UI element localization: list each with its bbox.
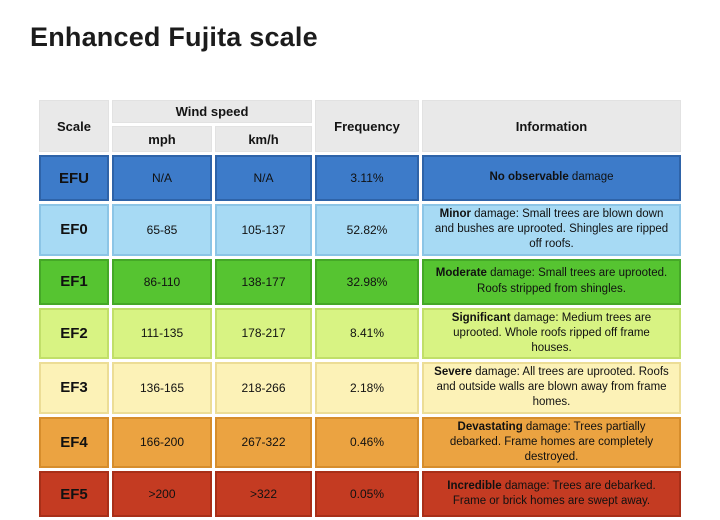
info-cell: Moderate damage: Small trees are uproote… bbox=[422, 258, 681, 305]
table-row-ef4: EF4 166-200 267-322 0.46% Devastating da… bbox=[39, 416, 681, 469]
info-lead-word: No observable bbox=[489, 171, 569, 184]
mph-cell: 86-110 bbox=[112, 258, 212, 305]
header-wind-speed: Wind speed bbox=[112, 100, 312, 123]
slide-background: Enhanced Fujita scale Scale Wind speed F… bbox=[30, 22, 681, 518]
header-frequency: Frequency bbox=[315, 100, 419, 152]
mph-cell: N/A bbox=[112, 155, 212, 201]
kmh-cell: 138-177 bbox=[215, 258, 312, 305]
table-header: Scale Wind speed Frequency Information m… bbox=[39, 100, 681, 152]
mph-cell: 166-200 bbox=[112, 416, 212, 469]
info-text: damage: All trees are uprooted. Roofs an… bbox=[436, 366, 669, 409]
page-title: Enhanced Fujita scale bbox=[30, 22, 318, 52]
table-row-ef2: EF2 111-135 178-217 8.41% Significant da… bbox=[39, 307, 681, 360]
frequency-cell: 2.18% bbox=[315, 362, 419, 414]
mph-cell: 136-165 bbox=[112, 362, 212, 414]
info-text: damage: Small trees are uprooted. Roofs … bbox=[477, 267, 668, 295]
frequency-cell: 0.05% bbox=[315, 471, 419, 518]
header-mph: mph bbox=[112, 126, 212, 152]
info-text: damage: Small trees are blown down and b… bbox=[434, 208, 669, 251]
info-text: damage: Medium trees are uprooted. Whole… bbox=[453, 311, 652, 354]
kmh-cell: N/A bbox=[215, 155, 312, 201]
header-kmh: km/h bbox=[215, 126, 312, 152]
header-information: Information bbox=[422, 100, 681, 152]
info-lead-word: Incredible bbox=[447, 479, 502, 492]
info-text: damage: Trees partially debarked. Frame … bbox=[449, 420, 654, 463]
table-row-efu: EFU N/A N/A 3.11% No observable damage bbox=[39, 155, 681, 201]
info-cell: No observable damage bbox=[422, 155, 681, 201]
table-row-ef5: EF5 >200 >322 0.05% Incredible damage: T… bbox=[39, 471, 681, 518]
mph-cell: 111-135 bbox=[112, 307, 212, 360]
info-lead-word: Devastating bbox=[457, 420, 523, 433]
scale-cell: EF2 bbox=[39, 307, 109, 360]
info-cell: Minor damage: Small trees are blown down… bbox=[422, 204, 681, 256]
table-row-ef1: EF1 86-110 138-177 32.98% Moderate damag… bbox=[39, 258, 681, 305]
info-text: damage: Trees are debarked. Frame or bri… bbox=[452, 479, 656, 508]
info-text: damage bbox=[568, 171, 614, 184]
info-lead-word: Moderate bbox=[435, 267, 487, 280]
frequency-cell: 3.11% bbox=[315, 155, 419, 201]
header-scale: Scale bbox=[39, 100, 109, 152]
kmh-cell: 178-217 bbox=[215, 307, 312, 360]
kmh-cell: 105-137 bbox=[215, 204, 312, 256]
scale-cell: EF3 bbox=[39, 362, 109, 414]
info-cell: Devastating damage: Trees partially deba… bbox=[422, 416, 681, 469]
mph-cell: >200 bbox=[112, 471, 212, 518]
frequency-cell: 32.98% bbox=[315, 258, 419, 305]
kmh-cell: >322 bbox=[215, 471, 312, 518]
info-lead-word: Minor bbox=[439, 208, 471, 220]
frequency-cell: 52.82% bbox=[315, 204, 419, 256]
table-row-ef3: EF3 136-165 218-266 2.18% Severe damage:… bbox=[39, 362, 681, 414]
frequency-cell: 8.41% bbox=[315, 307, 419, 360]
info-cell: Incredible damage: Trees are debarked. F… bbox=[422, 471, 681, 518]
kmh-cell: 218-266 bbox=[215, 362, 312, 414]
info-cell: Significant damage: Medium trees are upr… bbox=[422, 307, 681, 360]
scale-cell: EFU bbox=[39, 155, 109, 201]
info-lead-word: Severe bbox=[434, 366, 472, 379]
kmh-cell: 267-322 bbox=[215, 416, 312, 469]
info-lead-word: Significant bbox=[451, 311, 511, 324]
fujita-scale-table: Scale Wind speed Frequency Information m… bbox=[36, 97, 684, 520]
mph-cell: 65-85 bbox=[112, 204, 212, 256]
scale-cell: EF5 bbox=[39, 471, 109, 518]
frequency-cell: 0.46% bbox=[315, 416, 419, 469]
scale-cell: EF1 bbox=[39, 258, 109, 305]
scale-cell: EF4 bbox=[39, 416, 109, 469]
table-row-ef0: EF0 65-85 105-137 52.82% Minor damage: S… bbox=[39, 204, 681, 256]
info-cell: Severe damage: All trees are uprooted. R… bbox=[422, 362, 681, 414]
scale-cell: EF0 bbox=[39, 204, 109, 256]
